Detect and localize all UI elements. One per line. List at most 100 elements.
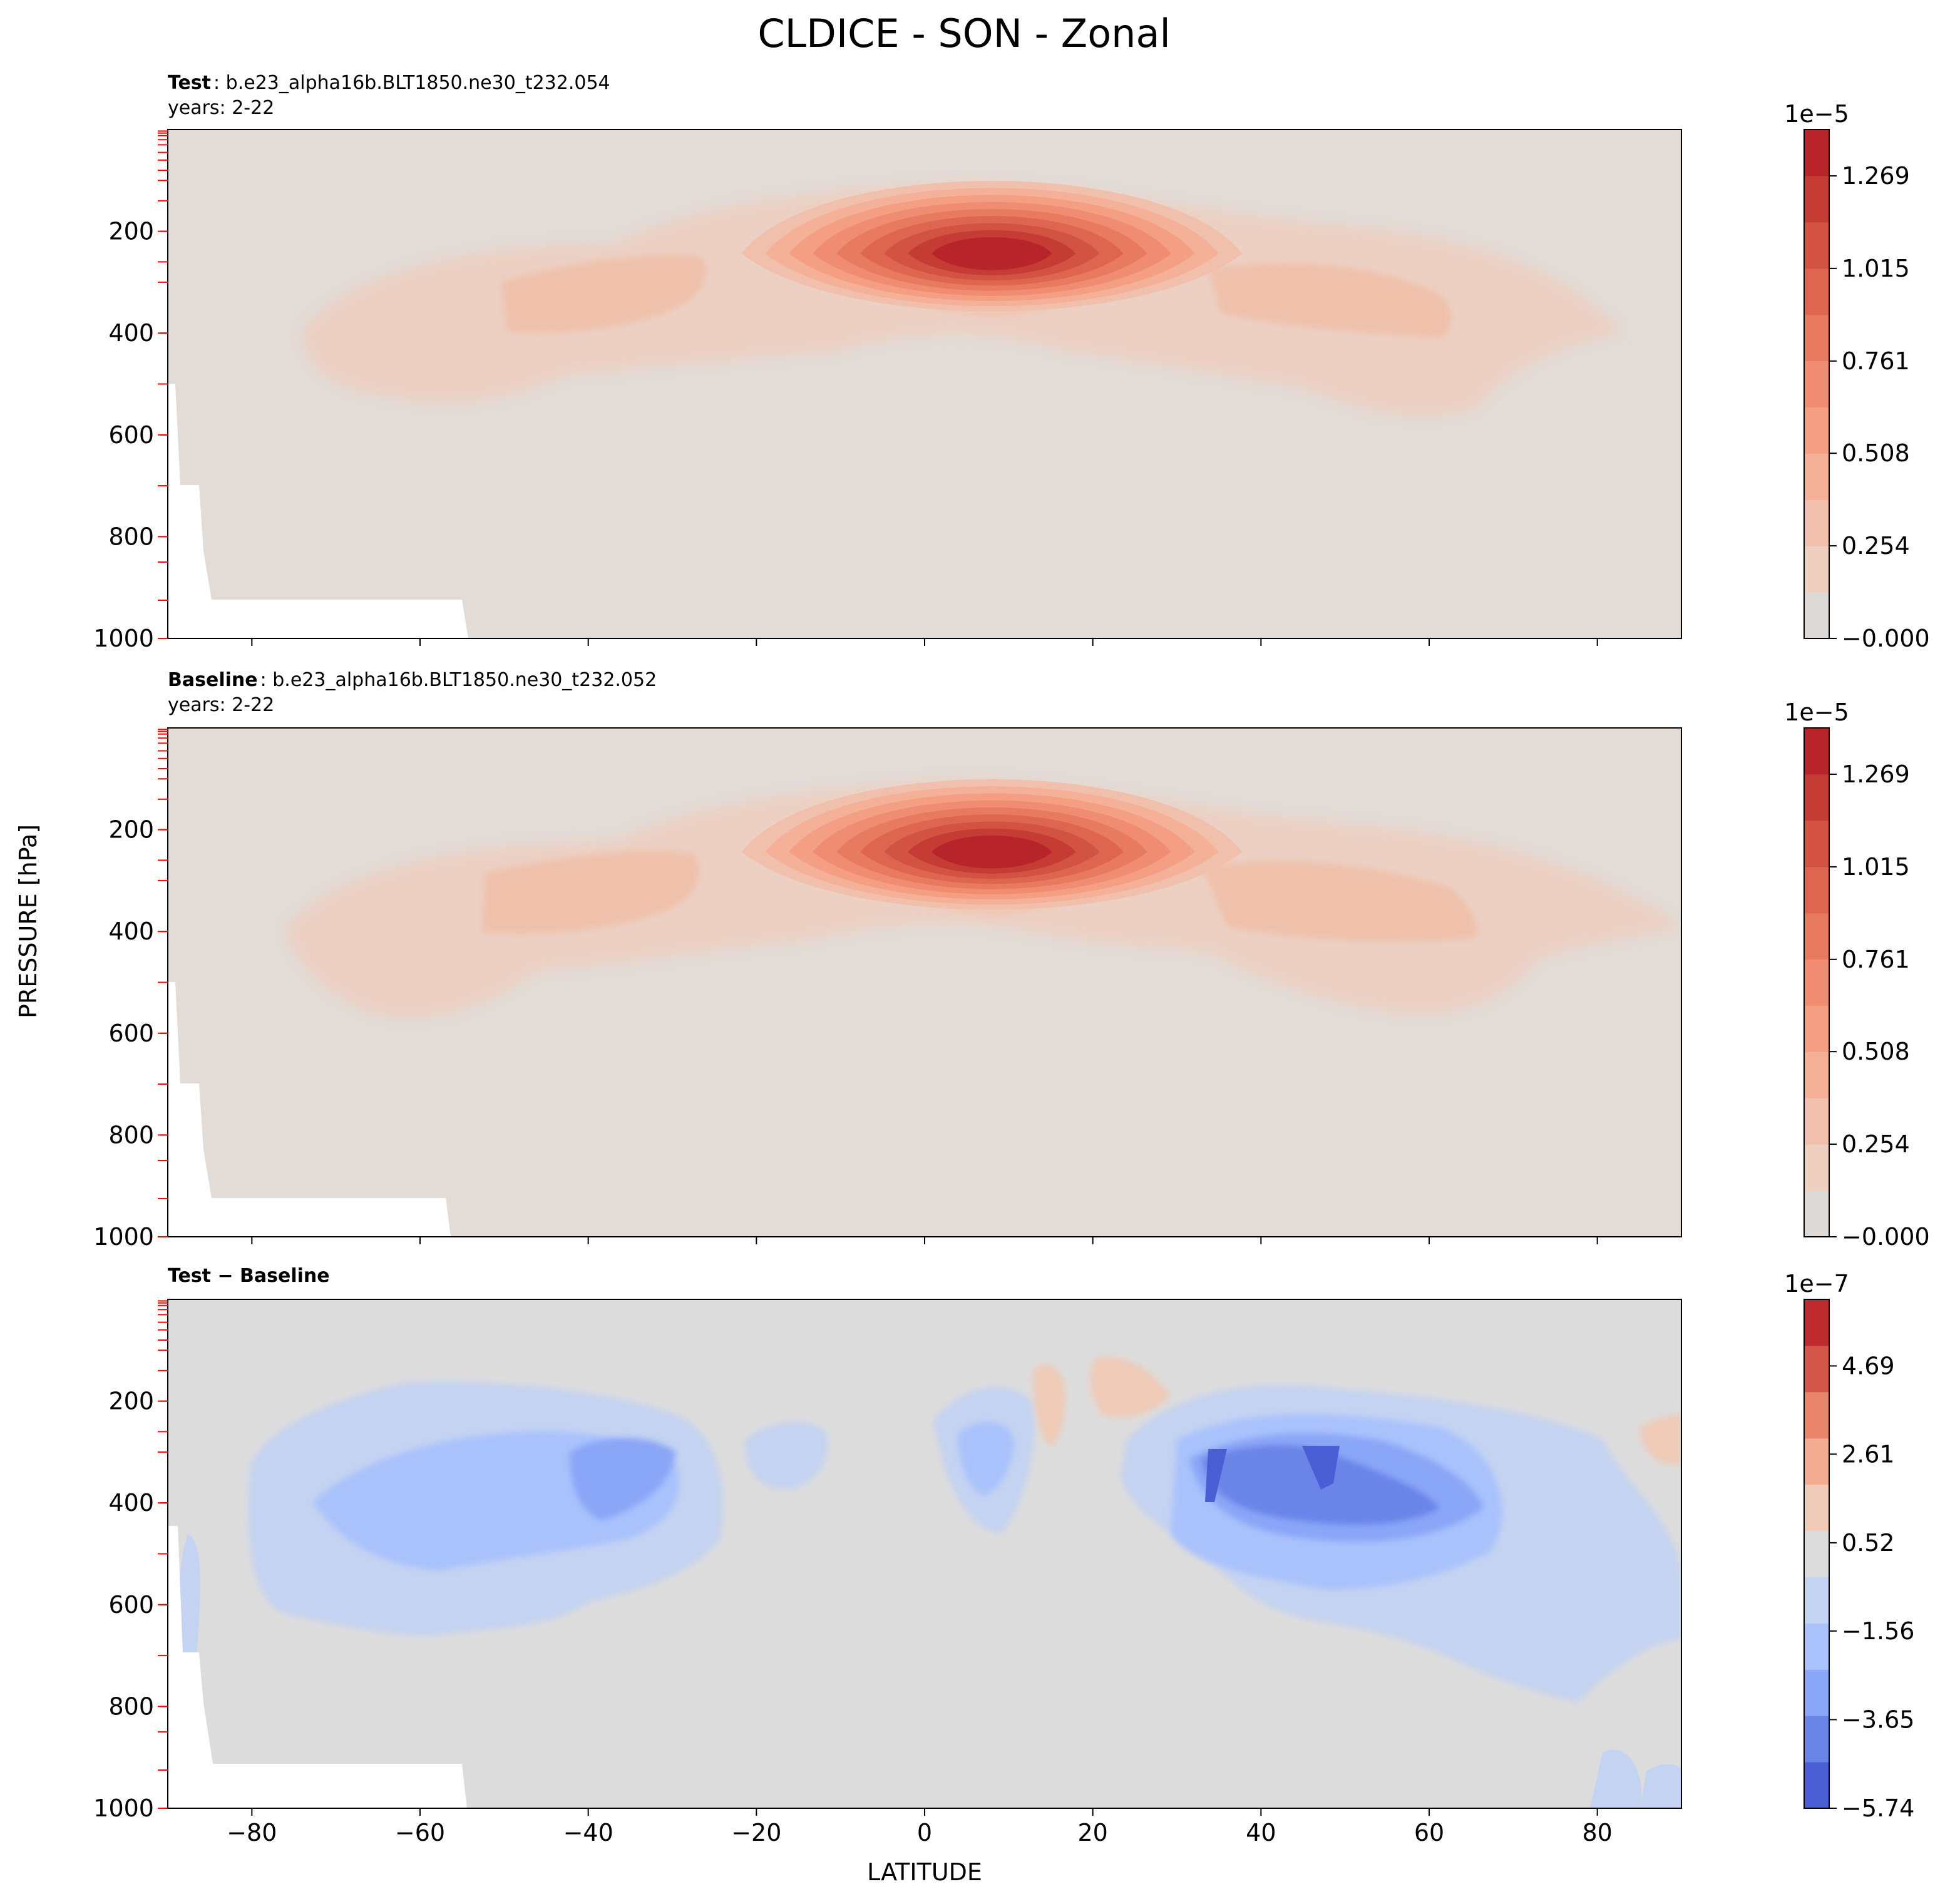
equatorial-core bbox=[741, 181, 1243, 312]
panel-subtitle: years: 2-22 bbox=[168, 694, 274, 716]
y-ticks: 200 400 600 800 1000 bbox=[93, 218, 168, 652]
colorbar-segment bbox=[1804, 1669, 1829, 1716]
colorbar-segment bbox=[1804, 1190, 1829, 1237]
colorbar-segment bbox=[1804, 1098, 1829, 1145]
colorbar-segment bbox=[1804, 1530, 1829, 1577]
x-ticks: −80 −60 −40 −20 0 20 40 60 80 bbox=[227, 1808, 1613, 1846]
x-tick-label: −40 bbox=[563, 1819, 613, 1846]
colorbar-segment bbox=[1804, 453, 1829, 500]
x-tick-label: 20 bbox=[1077, 1819, 1107, 1846]
colorbar-exponent: 1e−5 bbox=[1784, 100, 1849, 128]
colorbar-segment bbox=[1804, 499, 1829, 546]
y-tick-label: 800 bbox=[108, 523, 154, 550]
colorbar-tick-label: 4.69 bbox=[1842, 1352, 1895, 1379]
panel-title-rest: : b.e23_alpha16b.BLT1850.ne30_t232.054 bbox=[213, 72, 610, 94]
colorbar-tick-label: −0.000 bbox=[1842, 625, 1930, 652]
colorbar-segment bbox=[1804, 592, 1829, 639]
contour-field bbox=[168, 1299, 1681, 1808]
y-tick-label: 600 bbox=[108, 1020, 154, 1047]
colorbar-segment bbox=[1804, 913, 1829, 960]
contour-field bbox=[168, 130, 1681, 638]
panel-title: Baseline: b.e23_alpha16b.BLT1850.ne30_t2… bbox=[168, 669, 657, 691]
missing-data-mask bbox=[168, 1526, 467, 1808]
colorbar-frame bbox=[1804, 1299, 1830, 1809]
y-tick-label: 400 bbox=[108, 918, 154, 945]
colorbar-tick-label: 1.015 bbox=[1842, 255, 1910, 282]
y-tick-label: 200 bbox=[108, 816, 154, 844]
y-tick-label: 600 bbox=[108, 421, 154, 449]
contour-level bbox=[931, 237, 1052, 270]
red-minor-ticks bbox=[158, 729, 168, 1237]
colorbar-segment bbox=[1804, 407, 1829, 454]
x-tick-label: 80 bbox=[1582, 1819, 1612, 1846]
colorbar-segment bbox=[1804, 1762, 1829, 1809]
colorbar-segment bbox=[1804, 268, 1829, 315]
y-tick-label: 400 bbox=[108, 1489, 154, 1517]
colorbar-tick-label: 0.508 bbox=[1842, 439, 1910, 467]
colorbar-segment bbox=[1804, 314, 1829, 362]
colorbar-segment bbox=[1804, 1484, 1829, 1532]
x-tick-label: −80 bbox=[227, 1819, 277, 1846]
panel-title-bold: Test bbox=[168, 72, 211, 94]
figure-title: CLDICE - SON - Zonal bbox=[757, 11, 1170, 56]
colorbar-frame bbox=[1804, 727, 1830, 1237]
x-axis-label: LATITUDE bbox=[867, 1858, 982, 1886]
colorbar-tick-label: 0.761 bbox=[1842, 946, 1910, 973]
panel-title: Test: b.e23_alpha16b.BLT1850.ne30_t232.0… bbox=[168, 72, 610, 94]
panel-baseline: Baseline: b.e23_alpha16b.BLT1850.ne30_t2… bbox=[93, 669, 1929, 1251]
colorbar-segment bbox=[1804, 774, 1829, 821]
colorbar-frame bbox=[1804, 129, 1830, 639]
colorbar-segment bbox=[1804, 820, 1829, 868]
colorbar-tick-label: −3.65 bbox=[1842, 1706, 1914, 1733]
colorbar-exponent: 1e−5 bbox=[1784, 699, 1849, 726]
colorbar-segment bbox=[1804, 866, 1829, 914]
y-tick-label: 600 bbox=[108, 1591, 154, 1619]
colorbar-segment bbox=[1804, 1052, 1829, 1098]
y-tick-label: 200 bbox=[108, 218, 154, 245]
colorbar-segment bbox=[1804, 1623, 1829, 1670]
colorbar-segment bbox=[1804, 728, 1829, 775]
missing-data-mask bbox=[168, 982, 451, 1237]
colorbar-tick-label: 0.254 bbox=[1842, 1130, 1910, 1158]
panel-title-rest: : b.e23_alpha16b.BLT1850.ne30_t232.052 bbox=[260, 669, 657, 691]
colorbar-segment bbox=[1804, 1577, 1829, 1624]
equatorial-core bbox=[741, 779, 1243, 910]
colorbar-tick-label: 1.015 bbox=[1842, 853, 1910, 881]
colorbar-tick-label: −0.000 bbox=[1842, 1223, 1930, 1251]
colorbar-tick-label: 0.508 bbox=[1842, 1038, 1910, 1065]
panel-title: Test − Baseline bbox=[168, 1265, 330, 1287]
colorbar-segment bbox=[1804, 546, 1829, 593]
y-tick-label: 1000 bbox=[93, 1794, 154, 1822]
colorbar-tick-label: −5.74 bbox=[1842, 1794, 1914, 1822]
panel-test: Test: b.e23_alpha16b.BLT1850.ne30_t232.0… bbox=[93, 72, 1929, 652]
y-ticks: 200 400 600 800 1000 bbox=[93, 816, 168, 1251]
colorbar: −5.74 −3.65 −1.56 0.52 2.61 4.69 1e−7 bbox=[1784, 1270, 1914, 1822]
colorbar-segment bbox=[1804, 1345, 1829, 1393]
colorbar-segment bbox=[1804, 175, 1829, 223]
colorbar-segment bbox=[1804, 1299, 1829, 1346]
colorbar-tick-label: −1.56 bbox=[1842, 1617, 1914, 1645]
x-tick-label: −20 bbox=[731, 1819, 781, 1846]
colorbar-tick-label: 2.61 bbox=[1842, 1440, 1895, 1468]
y-ticks: 200 400 600 800 1000 bbox=[93, 1388, 168, 1822]
y-tick-label: 1000 bbox=[93, 1223, 154, 1251]
y-tick-label: 800 bbox=[108, 1692, 154, 1720]
colorbar-segment bbox=[1804, 1716, 1829, 1763]
y-tick-label: 400 bbox=[108, 319, 154, 347]
y-tick-label: 200 bbox=[108, 1388, 154, 1415]
y-axis-label: PRESSURE [hPa] bbox=[14, 824, 42, 1018]
red-minor-ticks bbox=[158, 130, 168, 639]
colorbar: −0.000 0.254 0.508 0.761 1.015 1.269 1e−5 bbox=[1784, 699, 1929, 1251]
colorbar-tick-label: 1.269 bbox=[1842, 760, 1910, 788]
colorbar-segment bbox=[1804, 1391, 1829, 1439]
colorbar-segment bbox=[1804, 1005, 1829, 1052]
x-tick-label: 0 bbox=[917, 1819, 932, 1846]
x-ticks bbox=[251, 1237, 1598, 1244]
colorbar-segment bbox=[1804, 1438, 1829, 1485]
contour-level bbox=[931, 836, 1052, 869]
panel-difference: Test − Baseline −80 −60 −40 −20 0 20 40 60 80 2 bbox=[93, 1265, 1914, 1846]
panel-subtitle: years: 2-22 bbox=[168, 97, 274, 119]
colorbar-segment bbox=[1804, 361, 1829, 407]
colorbar-segment bbox=[1804, 959, 1829, 1006]
